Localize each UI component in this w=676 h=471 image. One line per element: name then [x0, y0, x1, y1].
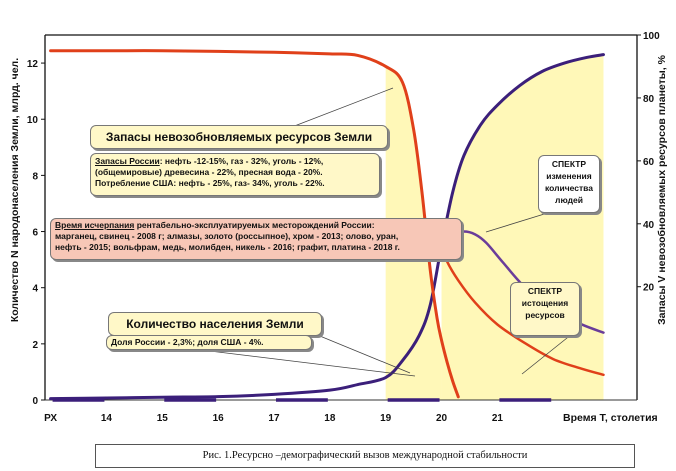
x-tick-label: РХ: [44, 413, 57, 424]
usa-consumption: Потребление США: нефть - 25%, газ- 34%, …: [95, 178, 325, 188]
depletion-label: Время исчерпания: [55, 220, 135, 230]
russia-reserves-text: : нефть -12-15%, газ - 32%, уголь - 12%,: [159, 156, 324, 166]
reserves-callout: Запасы России: нефть -12-15%, газ - 32%,…: [90, 153, 380, 196]
depletion-line3: нефть - 2015; вольфрам, медь, молибден, …: [55, 242, 400, 252]
y-axis-right-label: Запасы V невозобновляемых ресурсов плане…: [656, 54, 668, 324]
x-tick-label: 18: [324, 413, 336, 424]
y-left-tick-label: 12: [27, 59, 39, 70]
depletion-row1: Время исчерпания рентабельно-эксплуатиру…: [55, 220, 457, 231]
population-title: Количество населения Земли: [126, 317, 304, 331]
shaded-region-2: [441, 54, 604, 401]
y-right-tick-label: 40: [643, 220, 655, 231]
population-title-callout: Количество населения Земли: [108, 312, 322, 336]
x-tick-label: 16: [213, 413, 225, 424]
x-tick-label: 14: [101, 413, 113, 424]
y-right-tick-label: 100: [643, 31, 660, 42]
leader-line: [184, 347, 416, 377]
x-tick-label: 19: [380, 413, 392, 424]
population-share-callout: Доля России - 2,3%; доля США - 4%.: [106, 335, 312, 350]
russia-reserves-row: Запасы России: нефть -12-15%, газ - 32%,…: [95, 156, 375, 167]
population-share: Доля России - 2,3%; доля США - 4%.: [111, 337, 264, 347]
y-left-tick-label: 0: [32, 396, 38, 407]
russia-reserves-label: Запасы России: [95, 156, 160, 166]
spectrum-people: СПЕКТР изменения количества людей: [544, 159, 594, 205]
depletion-line2: марганец, свинец - 2008 г; алмазы, золот…: [55, 231, 399, 241]
x-axis-label: Время Т, столетия: [563, 412, 658, 424]
resources-title: Запасы невозобновляемых ресурсов Земли: [105, 130, 373, 144]
y-right-tick-label: 20: [643, 283, 655, 294]
x-tick-label: 15: [157, 413, 169, 424]
y-left-tick-label: 4: [32, 284, 38, 295]
axis-ticks: РХ 14 15 16 17 18 19 20 21 0 2 4 6 8 10 12 20 40 60 80 100: [27, 31, 660, 424]
y-left-tick-label: 2: [32, 340, 38, 351]
spectrum-resources: СПЕКТР истощения ресурсов: [521, 286, 569, 320]
series-line-2: [49, 49, 460, 399]
y-right-tick-label: 80: [643, 94, 655, 105]
leader-line: [521, 329, 578, 375]
chart-svg: РХ 14 15 16 17 18 19 20 21 0 2 4 6 8 10 12 20 40 60 80 100 В…: [9, 31, 668, 424]
y-left-tick-label: 6: [32, 228, 38, 239]
spectrum-resources-callout: СПЕКТР истощения ресурсов: [510, 282, 580, 336]
x-tick-label: 17: [268, 413, 280, 424]
spectrum-people-callout: СПЕКТР изменения количества людей: [538, 155, 600, 213]
y-left-tick-label: 10: [27, 115, 39, 126]
x-tick-label: 20: [436, 413, 448, 424]
figure-caption: Рис. 1.Ресурсно –демографический вызов м…: [95, 444, 635, 468]
russia-reserves-line2: (общемировые) древесина - 22%, пресная в…: [95, 167, 323, 177]
leader-line: [314, 333, 411, 374]
series-line-1: [49, 53, 605, 401]
depletion-line1: рентабельно-эксплуатируемых месторождени…: [134, 220, 375, 230]
depletion-callout: Время исчерпания рентабельно-эксплуатиру…: [50, 218, 462, 260]
plot-frame: [44, 34, 638, 402]
resources-title-callout: Запасы невозобновляемых ресурсов Земли: [90, 125, 388, 149]
y-right-tick-label: 60: [643, 157, 655, 168]
y-axis-left-label: Количество N народонаселения Земли, млрд…: [9, 58, 21, 322]
y-left-tick-label: 8: [32, 171, 38, 182]
x-tick-label: 21: [492, 413, 504, 424]
